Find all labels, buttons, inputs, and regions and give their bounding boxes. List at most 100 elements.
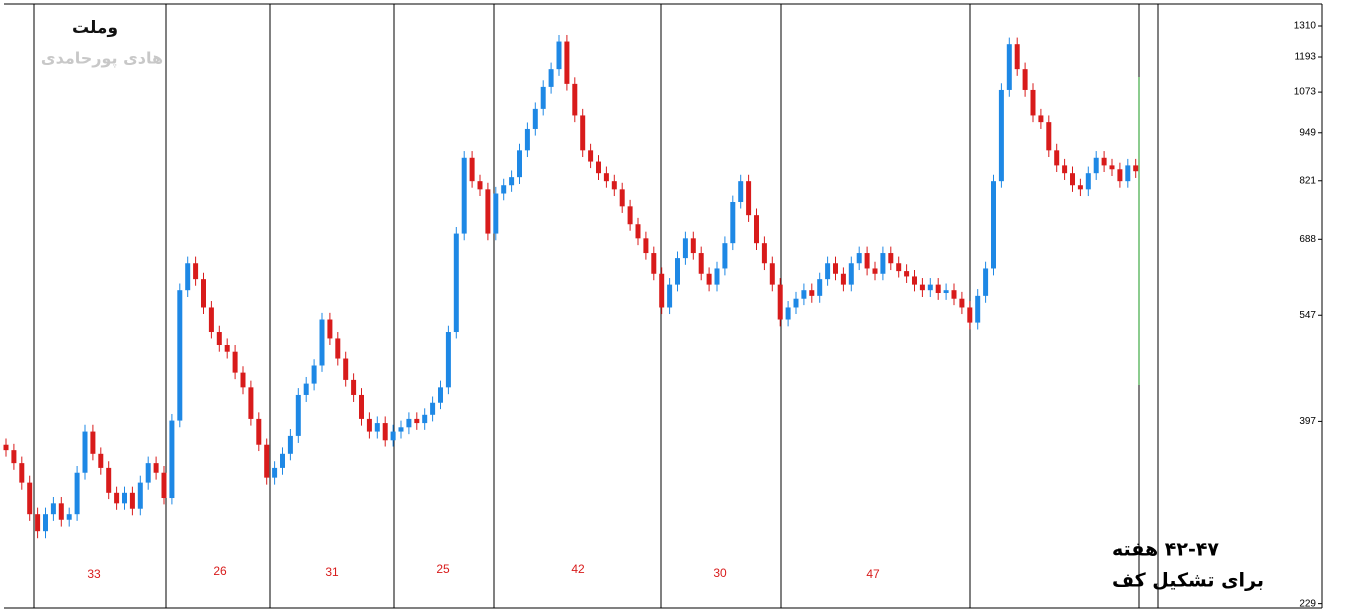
- candle-body: [1085, 173, 1091, 190]
- candle-body: [943, 290, 949, 294]
- chart-title: وملت: [72, 18, 118, 38]
- candle-body: [493, 193, 499, 234]
- candle-body: [777, 284, 783, 320]
- candle-body: [280, 453, 285, 468]
- candle-body: [667, 284, 673, 308]
- candle-body: [1133, 165, 1139, 172]
- candle-body: [1038, 115, 1044, 123]
- candle-body: [690, 238, 696, 254]
- candle-body: [517, 150, 522, 178]
- candle-body: [761, 243, 767, 264]
- candle-body: [1077, 185, 1083, 190]
- candle-body: [145, 463, 151, 483]
- candle-body: [809, 290, 815, 296]
- candle-body: [453, 233, 459, 333]
- candle-body: [619, 189, 625, 207]
- candle-body: [817, 279, 823, 296]
- candle-body: [793, 298, 799, 308]
- candle-body: [1125, 165, 1131, 182]
- candle-body: [706, 273, 712, 285]
- candle-body: [967, 307, 973, 323]
- candle-body: [335, 338, 341, 359]
- candle-body: [1046, 122, 1052, 151]
- candle-body: [769, 263, 775, 285]
- candle-body: [414, 418, 420, 424]
- candle-body: [248, 387, 254, 419]
- candle-body: [856, 253, 862, 264]
- candle-body: [714, 268, 720, 285]
- candle-body: [509, 177, 515, 186]
- candle-body: [738, 181, 744, 203]
- candle-body: [840, 273, 846, 285]
- candle-body: [1062, 165, 1068, 174]
- candle-body: [106, 467, 112, 493]
- period-count: 26: [213, 564, 227, 578]
- candle-body: [611, 181, 617, 190]
- candle-body: [343, 358, 349, 380]
- candle-body: [785, 307, 791, 320]
- candle-body: [919, 284, 925, 291]
- candle-body: [382, 423, 388, 441]
- candle-body: [1054, 150, 1060, 166]
- candle-body: [603, 173, 609, 182]
- candle-body: [1109, 165, 1115, 170]
- candle-body: [659, 273, 665, 308]
- candle-body: [264, 444, 270, 478]
- candle-body: [1101, 157, 1107, 166]
- candle-body: [596, 161, 601, 174]
- watermark: هادی پورحامدی: [41, 49, 163, 69]
- candle-body: [398, 427, 404, 432]
- candle-body: [351, 379, 357, 395]
- period-count: 42: [571, 562, 585, 576]
- candle-body: [82, 431, 88, 473]
- y-tick-label: 821: [1299, 175, 1316, 186]
- candles: [3, 34, 1139, 539]
- candle-body: [998, 89, 1004, 182]
- candle-body: [27, 482, 33, 515]
- candle-body: [524, 128, 530, 151]
- y-tick-label: 1310: [1294, 21, 1317, 32]
- candle-body: [1014, 44, 1020, 70]
- candle-body: [469, 157, 475, 182]
- candle-body: [580, 115, 586, 151]
- candle-body: [880, 253, 886, 274]
- period-count: 25: [436, 562, 450, 576]
- candle-body: [833, 263, 838, 274]
- candle-body: [58, 503, 64, 520]
- candle-body: [201, 279, 206, 308]
- candle-body: [74, 472, 80, 515]
- candle-body: [295, 394, 301, 436]
- candle-body: [643, 238, 649, 254]
- y-tick-label: 397: [1299, 416, 1316, 427]
- candle-body: [319, 319, 325, 366]
- candle-body: [193, 263, 199, 280]
- y-tick-label: 1193: [1294, 52, 1316, 63]
- candle-body: [98, 453, 104, 468]
- candle-body: [445, 332, 451, 388]
- candle-body: [232, 351, 238, 373]
- candle-body: [66, 514, 72, 520]
- candle-body: [927, 284, 933, 291]
- candle-body: [216, 332, 222, 346]
- candle-body: [137, 482, 143, 509]
- candle-body: [185, 263, 191, 291]
- candle-body: [359, 394, 364, 419]
- period-count: 47: [866, 567, 880, 581]
- candle-body: [975, 295, 981, 323]
- candle-body: [19, 463, 25, 483]
- candle-body: [754, 215, 759, 244]
- candle-body: [390, 431, 396, 441]
- candle-body: [366, 418, 372, 432]
- candle-body: [461, 157, 467, 234]
- candle-body: [730, 202, 736, 244]
- candle-body: [532, 108, 538, 129]
- candle-body: [161, 472, 167, 499]
- candle-body: [11, 450, 17, 464]
- annotation: ۴۲-۴۷ هفته: [1112, 539, 1219, 561]
- candle-body: [501, 185, 507, 194]
- candle-body: [327, 319, 333, 339]
- candle-body: [3, 444, 9, 451]
- candle-body: [1006, 44, 1012, 90]
